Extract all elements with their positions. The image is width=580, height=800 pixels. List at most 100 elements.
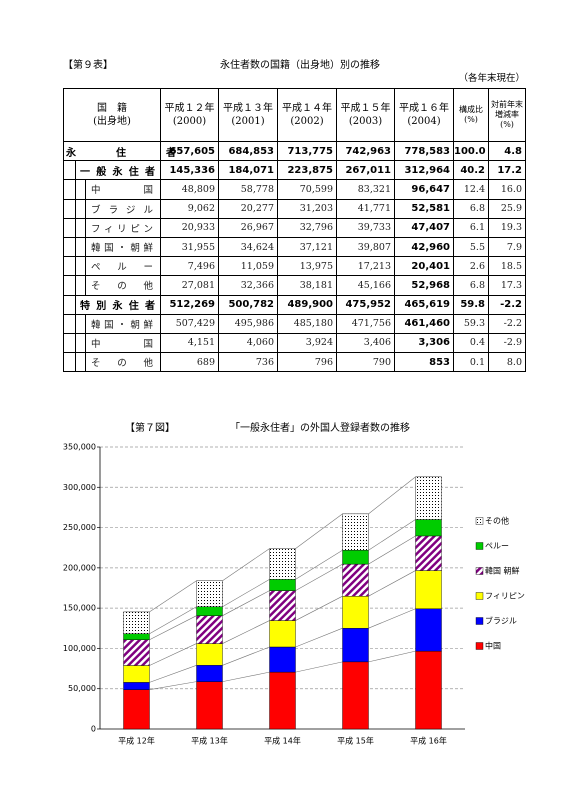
series-line [368,650,416,663]
cell: 3,306 [394,332,454,354]
bar-segment [415,535,442,571]
cell: 461,460 [394,313,454,334]
header-cell: 国 籍 (出身地) [63,88,161,142]
y-tick-label: 350,000 [63,443,96,452]
table-note: （各年末現在） [458,73,525,84]
cell: 17.3 [488,275,526,296]
table-row: ブラジル 9,062 20,277 31,203 41,771 52,581 6.8 25.9 [63,198,526,219]
y-tick-label: 250,000 [63,523,96,532]
y-tick-label: 0 [91,725,96,734]
cell: 6.8 [453,198,489,219]
header-text: 増減率 [495,110,519,119]
series-line [295,563,343,591]
cell: 32,366 [218,275,278,296]
legend-label: 中国 [485,641,501,651]
legend-label: フィリピン [485,592,525,601]
series-line [295,513,343,549]
legend-swatch [475,542,484,550]
series-line [222,620,270,644]
cell: 742,963 [336,140,395,162]
cell: 48,809 [160,179,219,200]
cell: 796 [277,352,337,373]
header-text: (2000) [172,116,207,127]
cell: 40.2 [453,160,489,181]
header-cell: 平成１２年 (2000) [160,88,219,142]
bar-segment [269,590,296,621]
bar-segment [269,548,296,580]
cell: 20,401 [394,256,454,277]
legend-swatch [475,617,484,625]
series-line [368,608,416,629]
table-row: 永住者 657,605 684,853 713,775 742,963 778,583 10… [63,140,526,162]
cell: 495,986 [218,313,278,334]
series-line [149,643,197,666]
header-text: (2004) [407,116,441,127]
bar-segment [269,646,296,673]
header-cell: 平成１６年 (2004) [394,88,454,142]
cell: 3,924 [277,332,337,354]
x-tick-label: 平成 12年 [118,736,155,746]
table-row: 韓国・朝鮮 507,429 495,986 485,180 471,756 461,460… [63,313,526,334]
cell: 713,775 [277,140,337,162]
bar-segment [342,550,369,565]
header-text: 対前年末 [491,100,523,109]
y-tick-label: 100,000 [63,644,96,653]
cell: 4,151 [160,332,219,354]
legend-swatch [475,567,484,575]
cell: 18.5 [488,256,526,277]
bar-segment [342,628,369,663]
header-text: 構成比 [459,105,483,114]
bar-segment [415,570,442,609]
cell: 20,277 [218,198,278,219]
bar-segment [196,580,223,607]
cell: 41,771 [336,198,395,219]
cell: 0.1 [453,352,489,373]
legend-label: ペルー [485,542,509,551]
series-line [368,476,416,515]
series-line [222,579,270,608]
cell: 52,581 [394,198,454,219]
cell: 96,647 [394,179,454,200]
series-line [149,580,197,613]
cell: 7.9 [488,236,526,258]
y-tick-label: 300,000 [63,483,96,492]
cell: 27,081 [160,275,219,296]
legend-swatch [475,592,484,600]
bar-segment [269,579,296,591]
cell: 184,071 [218,160,278,181]
series-line [149,665,197,683]
cell: 5.5 [453,236,489,258]
bar-segment [123,639,150,666]
header-row: 国 籍 (出身地) 平成１２年 (2000) 平成１３年 (2001) 平成１４年 (2002… [63,88,526,142]
cell: 465,619 [394,294,454,315]
cell: 684,853 [218,140,278,162]
cell: 31,203 [277,198,337,219]
cell: 11,059 [218,256,278,277]
y-tick-label: 150,000 [63,604,96,613]
series-line [149,606,197,634]
series-line [149,615,197,641]
chart-title: 「一般永住者」の外国人登録者数の推移 [230,421,410,434]
table-row: 一般永住者 145,336 184,071 223,875 267,011 312,964… [63,160,526,181]
series-line [295,661,343,673]
row-name: 韓国・朝鮮 [91,243,153,255]
cell: 8.0 [488,352,526,373]
header-cell: 構成比 (%) [453,88,489,142]
bar-segment [415,608,442,652]
row-name: フィリピン [91,223,153,235]
cell: 689 [160,352,219,373]
cell: 19.3 [488,217,526,238]
row-name-cell: 韓国・朝鮮 [63,236,161,258]
cell: 778,583 [394,140,454,162]
row-name-cell: ブラジル [63,198,161,219]
header-cell: 対前年末 増減率 (%) [488,88,526,142]
row-name: その他 [91,358,153,370]
bar-segment [196,606,223,616]
series-line [368,535,416,565]
cell: -2.2 [488,294,526,315]
data-table: 国 籍 (出身地) 平成１２年 (2000) 平成１３年 (2001) 平成１４年 (2002… [63,88,526,373]
chart-label: 【第７図】 [125,421,175,434]
row-name-cell: 一般永住者 [63,160,161,181]
bar-segment [196,643,223,666]
bar-segment [123,665,150,683]
